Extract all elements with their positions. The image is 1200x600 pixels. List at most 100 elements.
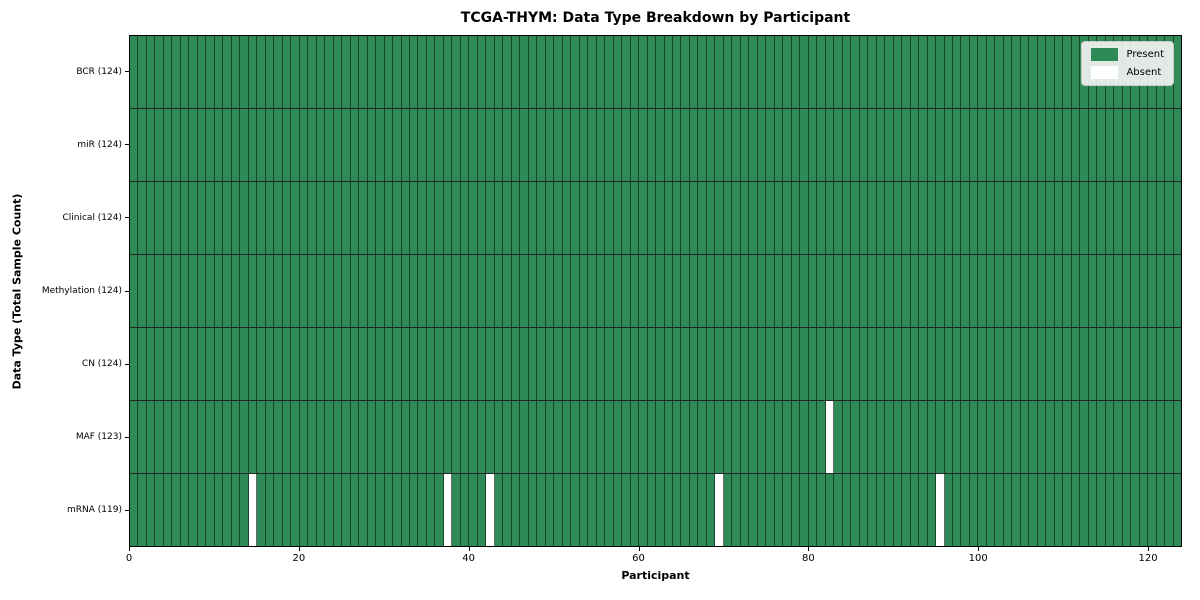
heatmap-cell-present — [172, 474, 181, 546]
heatmap-cell-present — [545, 474, 555, 546]
heatmap-cell-present — [393, 182, 402, 254]
heatmap-cell-present — [774, 36, 784, 108]
heatmap-cell-present — [961, 255, 970, 327]
heatmap-cell-present — [986, 474, 996, 546]
heatmap-cell-present — [384, 474, 394, 546]
heatmap-cell-present — [384, 109, 394, 181]
heatmap-cell-present — [155, 328, 164, 400]
heatmap-cell-present — [749, 474, 758, 546]
heatmap-cell-present — [274, 109, 283, 181]
heatmap-cell-present — [1012, 401, 1021, 473]
heatmap-cell-present — [698, 474, 707, 546]
heatmap-cell-present — [1054, 401, 1064, 473]
heatmap-cell-present — [1173, 328, 1182, 400]
heatmap-cell-present — [902, 474, 911, 546]
heatmap-cell-present — [520, 109, 529, 181]
heatmap-cell-present — [274, 36, 283, 108]
heatmap-cell-present — [197, 328, 207, 400]
heatmap-cell-present — [562, 401, 572, 473]
heatmap-cell-present — [240, 109, 249, 181]
heatmap-cell-present — [698, 401, 707, 473]
heatmap-cell-present — [613, 36, 623, 108]
heatmap-cell-present — [859, 36, 869, 108]
heatmap-cell-present — [316, 401, 326, 473]
heatmap-cell-present — [842, 182, 852, 254]
heatmap-cell-present — [248, 401, 258, 473]
heatmap-cell-present — [706, 182, 716, 254]
heatmap-cell-present — [1080, 255, 1089, 327]
heatmap-cell-present — [197, 255, 207, 327]
heatmap-cell-present — [494, 401, 504, 473]
heatmap-cell-present — [706, 401, 716, 473]
heatmap-cell-present — [308, 36, 317, 108]
heatmap-cell-present — [868, 328, 877, 400]
heatmap-cell-present — [282, 474, 292, 546]
heatmap-cell-present — [189, 109, 198, 181]
heatmap-cell-present — [876, 255, 886, 327]
heatmap-cell-present — [452, 36, 461, 108]
heatmap-cell-present — [1148, 401, 1157, 473]
heatmap-cell-absent — [715, 474, 724, 546]
heatmap-cell-present — [460, 255, 470, 327]
heatmap-cell-present — [893, 255, 903, 327]
heatmap-cell-present — [647, 36, 657, 108]
heatmap-cell-present — [910, 255, 920, 327]
heatmap-cell-present — [206, 36, 215, 108]
heatmap-cell-present — [961, 109, 970, 181]
heatmap-cell-present — [503, 328, 512, 400]
heatmap-cell-present — [282, 255, 292, 327]
heatmap-cell-present — [1088, 474, 1098, 546]
heatmap-cell-present — [605, 255, 614, 327]
heatmap-cell-present — [274, 401, 283, 473]
heatmap-cell-present — [817, 36, 826, 108]
heatmap-cell-present — [545, 255, 555, 327]
heatmap-cell-present — [172, 109, 181, 181]
heatmap-cell-present — [308, 182, 317, 254]
x-tick-mark — [1148, 547, 1150, 551]
heatmap-cell-present — [902, 401, 911, 473]
heatmap-cell-present — [605, 182, 614, 254]
heatmap-cell-present — [944, 255, 953, 327]
chart-title: TCGA-THYM: Data Type Breakdown by Partic… — [460, 10, 851, 26]
y-tick-label: mRNA (119) — [67, 505, 122, 516]
heatmap-cell-present — [1071, 36, 1081, 108]
heatmap-cell-present — [944, 328, 953, 400]
heatmap-cell-present — [740, 255, 750, 327]
heatmap-cell-present — [656, 36, 665, 108]
heatmap-cell-present — [1003, 109, 1013, 181]
heatmap-cell-present — [163, 401, 173, 473]
heatmap-row — [130, 36, 1182, 109]
heatmap-cell-present — [350, 328, 360, 400]
heatmap-cell-present — [876, 182, 886, 254]
heatmap-cell-present — [1080, 109, 1089, 181]
heatmap-cell-present — [800, 182, 809, 254]
heatmap-cell-present — [969, 182, 979, 254]
heatmap-cell-present — [834, 255, 843, 327]
heatmap-cell-present — [834, 401, 843, 473]
heatmap-cell-present — [859, 401, 869, 473]
heatmap-row — [130, 182, 1182, 255]
heatmap-cell-present — [613, 474, 623, 546]
heatmap-cell-present — [851, 182, 860, 254]
heatmap-cell-present — [443, 109, 453, 181]
heatmap-cell-present — [1012, 36, 1021, 108]
heatmap-cell-present — [172, 36, 181, 108]
heatmap-cell-present — [1131, 255, 1140, 327]
heatmap-cell-present — [681, 401, 690, 473]
heatmap-cell-absent — [443, 474, 453, 546]
heatmap-cell-present — [333, 182, 343, 254]
heatmap-cell-present — [800, 401, 809, 473]
heatmap-cell-present — [1156, 401, 1166, 473]
heatmap-cell-present — [367, 109, 377, 181]
heatmap-cell-present — [282, 182, 292, 254]
heatmap-cell-present — [656, 401, 665, 473]
heatmap-cell-present — [825, 474, 835, 546]
heatmap-cell-present — [452, 401, 461, 473]
legend-swatch-present — [1091, 48, 1119, 61]
heatmap-cell-present — [817, 328, 826, 400]
heatmap-cell-present — [359, 474, 368, 546]
heatmap-cell-present — [876, 401, 886, 473]
heatmap-cell-present — [1071, 182, 1081, 254]
heatmap-cell-present — [605, 328, 614, 400]
heatmap-cell-present — [808, 109, 818, 181]
